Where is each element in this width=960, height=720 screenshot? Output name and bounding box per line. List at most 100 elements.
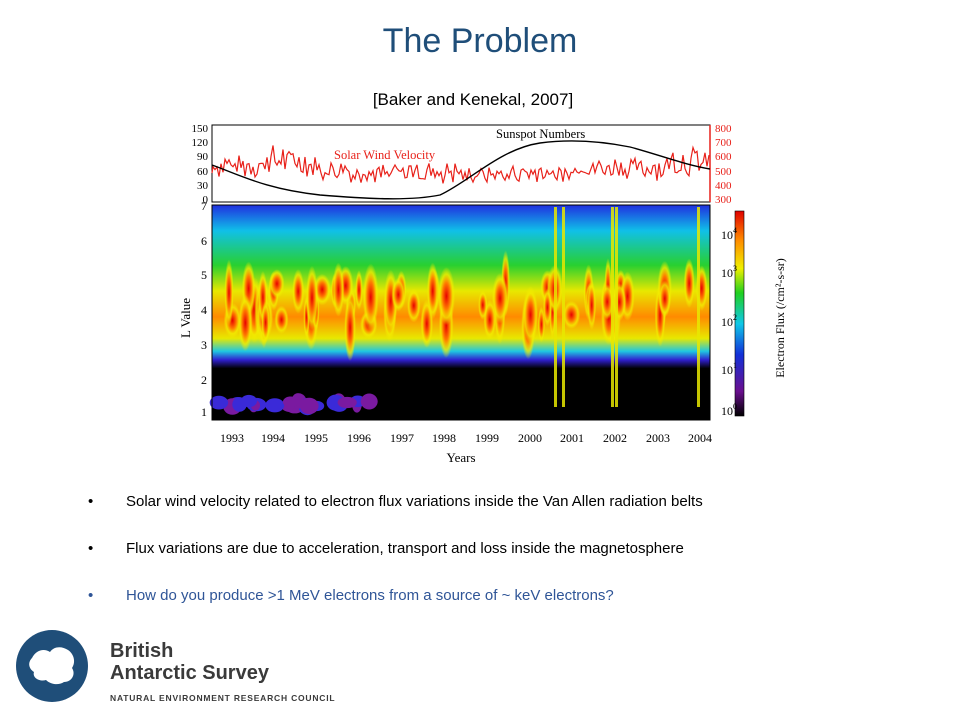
- bullet-text: How do you produce >1 MeV electrons from…: [126, 587, 614, 604]
- year-tick: 1995: [304, 431, 328, 445]
- colorbar-tick: 100: [721, 402, 737, 418]
- l-tick: 6: [201, 234, 207, 248]
- antarctica-globe-icon: [16, 630, 88, 702]
- top-panel-left-ticks: 150 120 90 60 30 0: [192, 123, 209, 206]
- colorbar-tick: 101: [721, 361, 737, 377]
- l-tick: 7: [201, 199, 207, 213]
- flux-enhancement: [658, 280, 671, 318]
- sunspot-label: Sunspot Numbers: [496, 127, 585, 141]
- flux-enhancement: [522, 286, 539, 344]
- colorbar-tick: 104: [721, 226, 737, 242]
- bullet-item: • Flux variations are due to acceleration…: [88, 540, 684, 557]
- low-l-flux: [209, 395, 229, 410]
- flux-enhancement: [437, 267, 456, 326]
- flux-enhancement: [612, 282, 627, 322]
- flux-enhancement: [292, 269, 305, 314]
- year-tick: 2004: [688, 431, 712, 445]
- flux-enhancement: [407, 288, 421, 323]
- storm-injection-spike: [615, 207, 618, 407]
- spectrogram-panel: [209, 204, 711, 421]
- flux-enhancement: [543, 288, 552, 327]
- flux-enhancement: [426, 262, 439, 320]
- bullet-list: • Solar wind velocity related to electron…: [88, 493, 908, 634]
- bullet-item-highlight: • How do you produce >1 MeV electrons fro…: [88, 587, 614, 604]
- bullet-text: Flux variations are due to acceleration,…: [126, 540, 684, 557]
- right-tick: 500: [715, 166, 732, 178]
- top-panel-right-ticks: 800 700 600 500 400 300: [715, 123, 732, 206]
- flux-enhancement: [587, 280, 597, 331]
- figure-citation: [Baker and Kenekal, 2007]: [372, 90, 574, 109]
- years-axis-label: Years: [446, 450, 475, 465]
- l-tick: 4: [201, 303, 207, 317]
- logo-name-line2: Antarctic Survey: [110, 662, 269, 684]
- sunspot-number-line: [211, 140, 711, 200]
- year-tick: 2000: [518, 431, 542, 445]
- flux-enhancement: [391, 277, 405, 312]
- flux-enhancement: [491, 272, 509, 324]
- low-l-flux: [265, 398, 285, 413]
- left-tick: 60: [197, 166, 209, 178]
- flux-enhancement: [238, 294, 253, 352]
- left-tick: 150: [192, 123, 209, 135]
- slide-title: The Problem: [382, 22, 578, 60]
- bullet-text: Solar wind velocity related to electron …: [126, 493, 703, 510]
- l-tick: 3: [201, 338, 207, 352]
- bullet-item: • Solar wind velocity related to electron…: [88, 493, 703, 510]
- bas-logo: British Antarctic Survey NATURAL ENVIRON…: [14, 628, 344, 708]
- year-tick: 1994: [261, 431, 285, 445]
- flux-enhancement: [261, 301, 270, 344]
- left-tick: 90: [197, 151, 209, 163]
- logo-tagline: NATURAL ENVIRONMENT RESEARCH COUNCIL: [110, 693, 336, 703]
- flux-colorbar: [734, 210, 745, 417]
- year-tick: 1998: [432, 431, 456, 445]
- year-tick: 1999: [475, 431, 499, 445]
- colorbar-tick: 103: [721, 264, 737, 280]
- year-ticks: 1993 1994 1995 1996 1997 1998 1999 2000 …: [220, 431, 712, 445]
- colorbar-tick: 102: [721, 313, 737, 329]
- right-tick: 700: [715, 137, 732, 149]
- low-l-flux: [282, 396, 299, 408]
- right-tick: 400: [715, 180, 732, 192]
- l-value-axis-label: L Value: [178, 298, 193, 338]
- logo-name-line1: British: [110, 640, 174, 662]
- year-tick: 1996: [347, 431, 371, 445]
- year-tick: 2003: [646, 431, 670, 445]
- year-tick: 1993: [220, 431, 244, 445]
- low-l-flux: [240, 394, 257, 408]
- left-tick: 30: [197, 180, 209, 192]
- solar-wind-label: Solar Wind Velocity: [334, 148, 436, 162]
- l-tick: 1: [201, 405, 207, 419]
- colorbar-ticks: 104 103 102 101 100: [721, 226, 737, 418]
- right-tick: 800: [715, 123, 732, 135]
- flux-enhancement: [600, 284, 614, 320]
- flux-enhancement: [332, 262, 345, 317]
- flux-enhancement: [224, 259, 234, 326]
- year-tick: 1997: [390, 431, 414, 445]
- flux-enhancement: [362, 263, 379, 331]
- flux-enhancement: [562, 300, 581, 329]
- flux-enhancement: [478, 290, 488, 320]
- flux-enhancement: [537, 306, 545, 343]
- low-l-flux: [299, 397, 319, 415]
- right-tick: 600: [715, 151, 732, 163]
- colorbar-label: Electron Flux (/cm²-s-sr): [773, 258, 787, 378]
- storm-injection-spike: [554, 207, 557, 407]
- solar-wind-velocity-line: [211, 145, 710, 184]
- year-tick: 2002: [603, 431, 627, 445]
- flux-enhancement: [269, 269, 285, 299]
- left-tick: 0: [203, 194, 209, 206]
- low-l-flux: [360, 393, 378, 410]
- storm-injection-spike: [562, 207, 565, 407]
- year-tick: 2001: [560, 431, 584, 445]
- low-l-flux: [326, 394, 345, 411]
- storm-injection-spike: [611, 207, 614, 407]
- flux-enhancement: [355, 270, 363, 310]
- l-tick: 2: [201, 373, 207, 387]
- radiation-belt-figure: 150 120 90 60 30 0 800 700 600 500 400 3…: [170, 113, 795, 470]
- right-tick: 300: [715, 194, 732, 206]
- left-tick: 120: [192, 137, 209, 149]
- flux-enhancement: [344, 293, 356, 362]
- flux-enhancement: [305, 265, 319, 330]
- low-l-flux: [337, 396, 357, 409]
- flux-enhancement: [274, 305, 289, 334]
